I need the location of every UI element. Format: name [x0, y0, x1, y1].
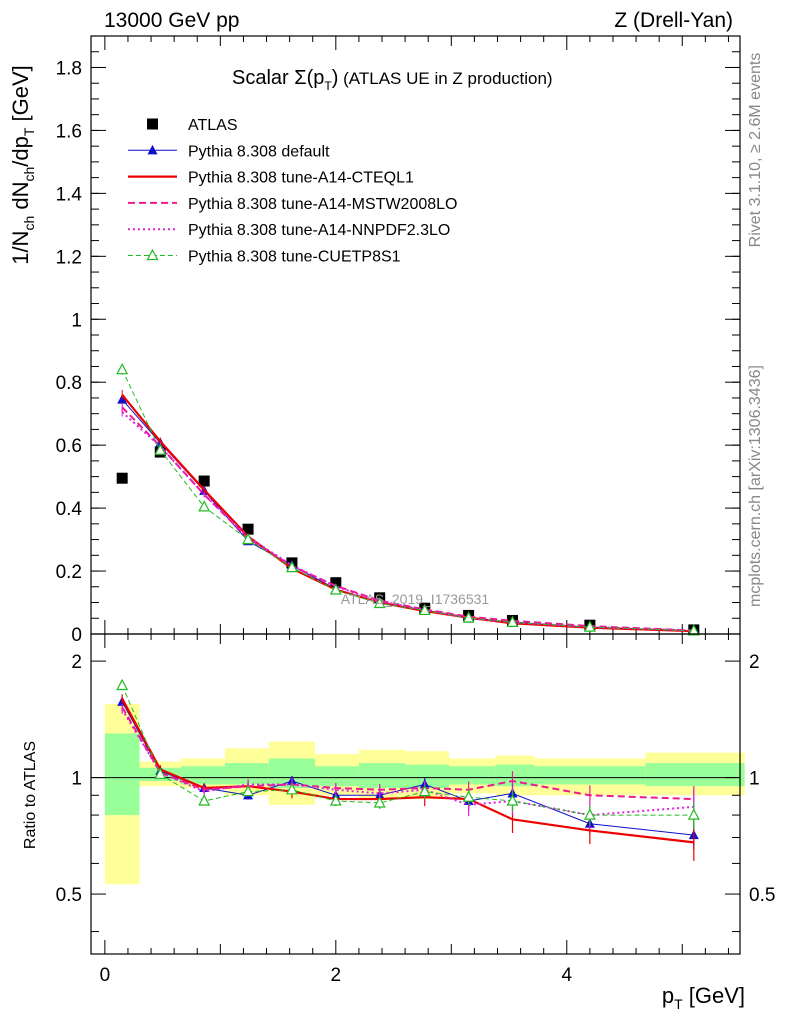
data-marker: [154, 767, 167, 779]
data-marker: [285, 560, 298, 573]
data-marker: [418, 603, 431, 616]
data-marker: [329, 794, 342, 806]
main-series: [116, 362, 700, 636]
series-line: [121, 411, 694, 632]
x-tick-label: 4: [561, 965, 572, 986]
data-marker: [116, 678, 129, 691]
green-band: [448, 766, 496, 785]
data-marker: [330, 577, 342, 589]
data-marker: [285, 783, 298, 795]
data-marker: [373, 596, 386, 609]
data-marker: [687, 624, 700, 636]
legend: ATLAS Pythia 8.308 default Pythia 8.308 tu…: [128, 117, 457, 266]
ratio-tick-label: 0.5: [56, 885, 82, 906]
data-marker: [147, 144, 158, 155]
data-marker: [116, 472, 128, 484]
series-line: [121, 369, 694, 632]
ratio-tick-label: 2: [71, 652, 82, 673]
green-band: [495, 764, 535, 787]
data-marker: [687, 808, 700, 820]
data-marker: [506, 794, 519, 806]
ratio-frame: [90, 633, 741, 955]
ratio-tick-label-right: 0.5: [749, 885, 775, 906]
ratio-series: [116, 678, 700, 861]
green-band: [645, 763, 745, 787]
main-panel: 0 0.2 0.4 0.6 0.8 1 1.2 1.4 1.6 1.8: [56, 35, 740, 646]
data-marker: [198, 794, 211, 806]
data-marker: [242, 532, 255, 545]
data-marker: [506, 615, 519, 628]
series-line: [121, 406, 694, 632]
ratio-line: [121, 698, 694, 844]
green-band: [405, 764, 449, 788]
collision-label: 13000 GeV pp: [104, 9, 239, 32]
y-tick-label: 0.4: [56, 499, 83, 520]
y-tick-label: 0.8: [56, 373, 82, 394]
green-band: [534, 766, 646, 785]
y-tick-label: 0: [71, 625, 82, 646]
y-tick-label: 0.6: [56, 436, 82, 457]
data-marker: [154, 443, 167, 455]
ratio-line: [121, 685, 694, 816]
data-marker: [242, 784, 255, 797]
data-marker: [116, 362, 129, 375]
y-axis-label: 1/Nch dNch/dpT [GeV]: [8, 65, 37, 265]
data-marker: [418, 784, 431, 797]
legend-label: Pythia 8.308 tune-CUETP8S1: [188, 249, 401, 266]
data-marker: [242, 523, 254, 535]
main-axis-ticks: 0 0.2 0.4 0.6 0.8 1 1.2 1.4 1.6 1.8: [56, 35, 740, 646]
green-band: [315, 766, 359, 787]
chart-title: Scalar Σ(pT) (ATLAS UE in Z production): [232, 67, 553, 93]
green-band: [358, 763, 406, 788]
y-tick-label: 1.8: [56, 58, 82, 79]
data-marker: [583, 620, 596, 632]
legend-label: Pythia 8.308 tune-A14-MSTW2008LO: [188, 196, 457, 213]
x-tick-labels: 0 2 4: [100, 965, 573, 986]
data-marker: [583, 808, 596, 820]
ratio-tick-label-right: 2: [749, 652, 760, 673]
green-band: [224, 763, 269, 785]
data-marker: [146, 248, 159, 261]
analysis-watermark: ATLAS_2019_I1736531: [341, 591, 490, 607]
ratio-axis-ticks: 0.5 0.5 1 1 2 2: [56, 634, 775, 954]
legend-label: Pythia 8.308 tune-A14-CTEQL1: [188, 170, 414, 187]
y-tick-label: 1.6: [56, 121, 82, 142]
green-band: [104, 733, 140, 816]
legend-label: Pythia 8.308 tune-A14-NNPDF2.3LO: [188, 222, 450, 239]
y-tick-label: 0.2: [56, 562, 82, 583]
mcplots-label: mcplots.cern.ch [arXiv:1306.3436]: [747, 365, 764, 607]
series-5: [116, 362, 700, 636]
y-tick-label: 1.2: [56, 247, 82, 268]
ratio-tick-label-right: 1: [749, 769, 760, 790]
ratio-series-5: [116, 678, 700, 830]
x-axis-label: pT [GeV]: [662, 983, 745, 1012]
ratio-tick-label: 1: [71, 769, 82, 790]
data-marker: [329, 583, 342, 595]
data-marker: [462, 790, 475, 802]
ratio-panel: 0.5 0.5 1 1 2 2: [56, 634, 775, 954]
x-tick-label: 0: [100, 965, 111, 986]
rivet-version-label: Rivet 3.1.10, ≥ 2.6M events: [747, 53, 764, 248]
x-tick-label: 2: [331, 965, 342, 986]
y-tick-label: 1: [71, 310, 82, 331]
series-line: [121, 394, 694, 633]
data-marker: [198, 500, 211, 512]
legend-label: ATLAS: [188, 117, 238, 134]
data-marker: [373, 796, 386, 808]
legend-label: Pythia 8.308 default: [188, 143, 330, 160]
ratio-line: [121, 706, 694, 801]
data-marker: [147, 118, 158, 130]
data-marker: [462, 611, 475, 623]
ratio-axis-label: Ratio to ATLAS: [22, 741, 39, 849]
process-label: Z (Drell-Yan): [614, 9, 733, 32]
green-band: [181, 766, 225, 785]
data-marker: [198, 475, 210, 487]
y-tick-label: 1.4: [56, 184, 83, 205]
